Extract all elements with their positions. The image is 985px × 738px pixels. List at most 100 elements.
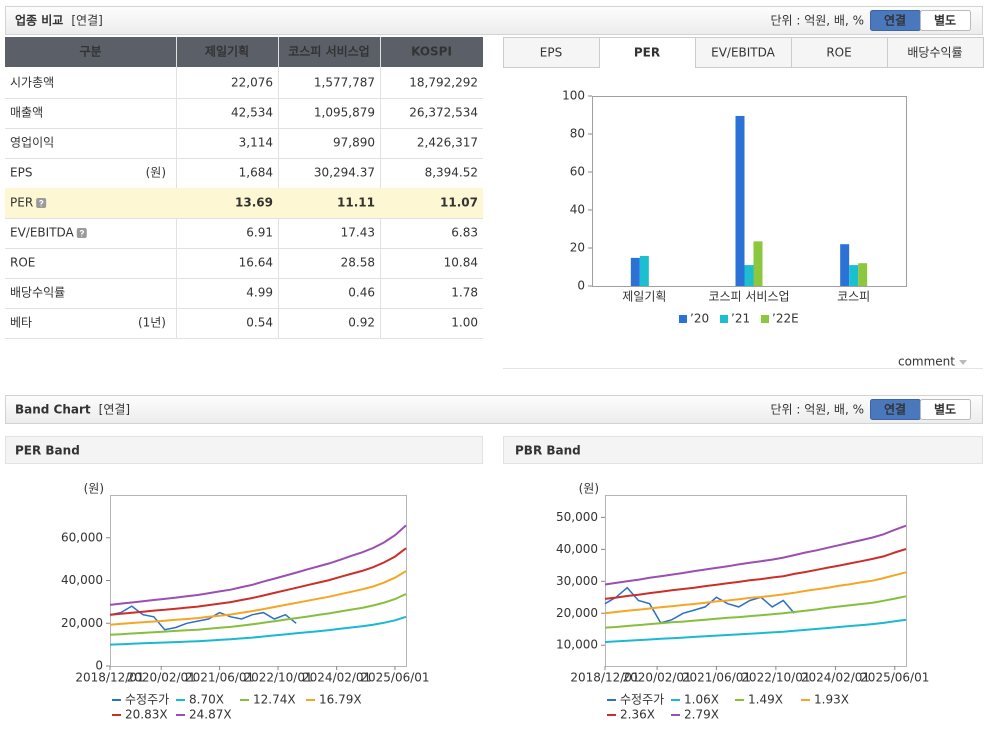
cell-value: 2,426,317 — [417, 136, 478, 150]
cell-value: 6.91 — [246, 226, 273, 240]
tab[interactable] — [695, 37, 792, 68]
legend-label: 2.36X — [620, 708, 655, 722]
cell-value: 42,534 — [231, 106, 273, 120]
plot-area — [592, 96, 907, 287]
tab[interactable] — [887, 37, 984, 68]
bar — [735, 115, 745, 286]
cell-value: 26,372,534 — [409, 106, 478, 120]
legend-label: 수정주가 — [125, 693, 169, 707]
band-line — [604, 524, 907, 586]
section-tag: [연결] — [71, 14, 102, 28]
bar — [840, 244, 850, 286]
cell-value: 3,114 — [239, 136, 273, 150]
tab-label[interactable]: EV/EBITDA — [711, 46, 776, 60]
y-tick-label: 0 — [577, 279, 585, 293]
x-tick-label: 2024/02/01 — [801, 671, 870, 685]
row-unit: (1년) — [138, 316, 166, 330]
cell-value: 11.11 — [337, 196, 375, 210]
legend-swatch — [761, 315, 769, 323]
band-line — [109, 615, 407, 646]
x-tick-label: 2021/06/01 — [185, 671, 254, 685]
legend-label: 16.79X — [319, 693, 362, 707]
toggle-label[interactable]: 연결 — [884, 402, 906, 417]
toggle-button[interactable] — [920, 399, 971, 420]
unit-label: 단위 : 억원, 배, % — [770, 403, 864, 417]
y-tick-label: 100 — [562, 89, 585, 103]
y-tick-label: 20,000 — [61, 616, 103, 630]
y-tick-label: 20,000 — [556, 606, 598, 620]
band-line — [109, 570, 407, 626]
x-tick-label: 2025/06/01 — [360, 671, 429, 685]
x-tick-label: 제일기획 — [622, 290, 666, 304]
y-tick-label: 30,000 — [556, 574, 598, 588]
toggle-button[interactable] — [920, 10, 971, 31]
toggle-label[interactable]: 별도 — [934, 13, 956, 28]
bar — [639, 255, 649, 286]
x-tick-label: 2024/02/01 — [302, 671, 371, 685]
x-tick-label: 2020/02/01 — [127, 671, 196, 685]
y-tick-label: 60 — [570, 165, 585, 179]
bar — [858, 263, 868, 286]
tab-label[interactable]: PER — [634, 46, 660, 60]
legend-swatch — [720, 315, 728, 323]
tab[interactable] — [599, 37, 696, 68]
x-tick-label: 코스피 서비스업 — [708, 290, 789, 304]
legend-label: 수정주가 — [620, 693, 664, 707]
legend-label: 1.93X — [814, 693, 849, 707]
cell-value: 0.46 — [348, 286, 375, 300]
section-header — [5, 6, 983, 35]
tab-label[interactable]: EPS — [540, 46, 562, 60]
row-label: 배당수익률 — [10, 286, 65, 300]
row-label: PER — [10, 196, 33, 210]
panel-header — [5, 436, 483, 464]
toggle-label[interactable]: 별도 — [934, 402, 956, 417]
y-tick-label: 80 — [570, 127, 585, 141]
unit-label: 단위 : 억원, 배, % — [770, 14, 864, 28]
cell-value: 18,792,292 — [409, 76, 478, 90]
band-line — [604, 548, 907, 600]
panel-title: PBR Band — [515, 444, 581, 458]
legend-label: ’20 — [690, 312, 709, 326]
legend-label: 20.83X — [125, 708, 168, 722]
cell-value: 1,095,879 — [314, 106, 375, 120]
legend-label: 1.49X — [748, 693, 783, 707]
column-header: 제일기획 — [205, 44, 249, 59]
legend-label: 1.06X — [684, 693, 719, 707]
row-unit: (원) — [146, 166, 166, 180]
legend-swatch — [679, 315, 687, 323]
bar — [849, 265, 859, 286]
cell-value: 1.00 — [451, 316, 478, 330]
y-tick-label: 10,000 — [556, 638, 598, 652]
band-line — [109, 524, 407, 606]
section-title: Band Chart — [15, 403, 91, 417]
x-tick-label: 2022/10/01 — [741, 671, 810, 685]
help-glyph[interactable] — [38, 199, 44, 207]
bar — [630, 257, 640, 286]
cell-value: 17.43 — [341, 226, 375, 240]
band-line — [604, 571, 907, 615]
tab[interactable] — [791, 37, 888, 68]
tab-label[interactable]: ROE — [826, 46, 851, 60]
column-header: 코스피 서비스업 — [288, 44, 369, 59]
band-line — [109, 593, 407, 636]
legend-label: 12.74X — [253, 693, 296, 707]
band-line — [604, 618, 907, 643]
plot-area — [110, 495, 407, 667]
row-label: 영업이익 — [10, 136, 54, 150]
x-tick-label: 2018/12/01 — [570, 671, 639, 685]
row-label: 베타 — [10, 316, 32, 330]
cell-value: 16.64 — [239, 256, 273, 270]
toggle-label[interactable]: 연결 — [884, 13, 906, 28]
table-header — [5, 37, 483, 67]
cell-value: 28.58 — [341, 256, 375, 270]
x-tick-label: 2020/02/01 — [623, 671, 692, 685]
help-glyph[interactable] — [79, 229, 85, 237]
legend-label: 2.79X — [684, 708, 719, 722]
comment-link[interactable]: comment — [898, 355, 955, 369]
y-axis-label: (원) — [84, 482, 104, 496]
x-tick-label: 2022/10/01 — [243, 671, 312, 685]
comment-arrow[interactable] — [959, 360, 967, 365]
row-label: EV/EBITDA — [10, 226, 75, 240]
tab-label[interactable]: 배당수익률 — [907, 46, 962, 60]
cell-value: 11.07 — [440, 196, 478, 210]
